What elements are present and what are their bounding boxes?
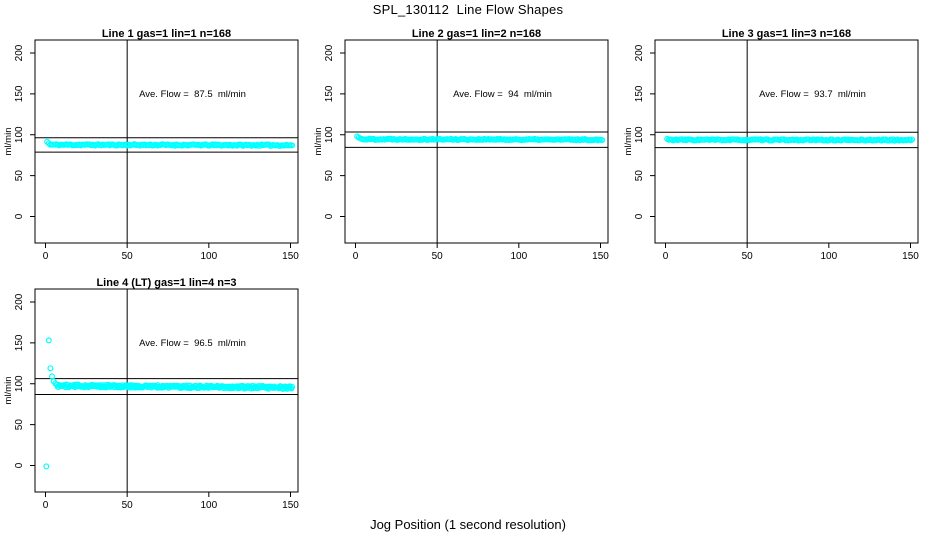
flow-data-point	[43, 463, 50, 470]
data-points	[44, 138, 296, 149]
average-flow-annotation: Ave. Flow = 96.5 ml/min	[139, 338, 246, 349]
x-tick-label: 100	[820, 251, 837, 262]
y-axis-label: ml/min	[313, 128, 324, 156]
plot-box	[34, 39, 299, 244]
panel-line-2: Line 2 gas=1 lin=2 n=168 0 50 100 150 0 50 100 1…	[312, 26, 622, 272]
panel-title: Line 4 (LT) gas=1 lin=4 n=3	[96, 277, 236, 289]
panel-plot-svg: Line 4 (LT) gas=1 lin=4 n=3 0 50 100 150 0 50 1…	[3, 277, 299, 511]
y-tick-label: 50	[14, 170, 25, 182]
y-tick-label: 150	[14, 334, 25, 351]
flow-data-point	[45, 337, 52, 344]
plot-box	[654, 39, 919, 244]
data-points	[43, 337, 296, 470]
x-tick-label: 100	[200, 251, 217, 262]
y-tick-label: 0	[634, 213, 645, 219]
y-tick-label: 100	[14, 126, 25, 143]
y-axis-label: ml/min	[623, 128, 634, 156]
panel-title: Line 2 gas=1 lin=2 n=168	[412, 28, 541, 40]
panel-plot-svg: Line 1 gas=1 lin=1 n=168 0 50 100 150 0 50 100 1…	[3, 28, 299, 262]
data-points	[664, 135, 916, 144]
panel-line-1: Line 1 gas=1 lin=1 n=168 0 50 100 150 0 50 100 1…	[2, 26, 312, 272]
x-tick-label: 150	[282, 500, 299, 511]
y-tick-label: 200	[324, 44, 335, 61]
y-axis-label: ml/min	[3, 377, 14, 405]
flow-data-point	[44, 138, 51, 145]
y-tick-label: 150	[634, 85, 645, 102]
y-tick-label: 150	[324, 85, 335, 102]
average-flow-annotation: Ave. Flow = 94 ml/min	[453, 89, 552, 100]
flow-data-point	[909, 136, 916, 143]
x-tick-label: 50	[122, 251, 134, 262]
x-tick-label: 50	[432, 251, 444, 262]
panel-line-4-lt: Line 4 (LT) gas=1 lin=4 n=3 0 50 100 150 0 50 1…	[2, 275, 312, 521]
y-tick-label: 200	[14, 293, 25, 310]
x-tick-label: 150	[592, 251, 609, 262]
panel-title: Line 3 gas=1 lin=3 n=168	[722, 28, 851, 40]
y-tick-label: 0	[14, 462, 25, 468]
x-tick-label: 150	[282, 251, 299, 262]
flow-data-point	[599, 137, 606, 144]
y-tick-label: 50	[634, 170, 645, 182]
average-flow-annotation: Ave. Flow = 87.5 ml/min	[139, 89, 246, 100]
y-tick-label: 100	[14, 375, 25, 392]
y-tick-label: 100	[634, 126, 645, 143]
x-tick-label: 0	[663, 251, 669, 262]
plot-box	[344, 39, 609, 244]
flow-data-point	[47, 365, 54, 372]
x-axis-label: Jog Position (1 second resolution)	[370, 517, 566, 532]
x-tick-label: 100	[200, 500, 217, 511]
x-tick-label: 50	[122, 500, 134, 511]
y-tick-label: 50	[14, 419, 25, 431]
y-axis-label: ml/min	[3, 128, 14, 156]
x-tick-label: 0	[43, 500, 49, 511]
y-tick-label: 0	[14, 213, 25, 219]
panel-plot-svg: Line 2 gas=1 lin=2 n=168 0 50 100 150 0 50 100 1…	[313, 28, 609, 262]
y-tick-label: 50	[324, 170, 335, 182]
panel-plot-svg: Line 3 gas=1 lin=3 n=168 0 50 100 150 0 50 100 1…	[623, 28, 919, 262]
data-points	[354, 133, 606, 144]
x-tick-label: 0	[353, 251, 359, 262]
y-tick-label: 100	[324, 126, 335, 143]
y-tick-label: 150	[14, 85, 25, 102]
average-flow-annotation: Ave. Flow = 93.7 ml/min	[759, 89, 866, 100]
x-tick-label: 100	[510, 251, 527, 262]
x-tick-label: 150	[902, 251, 919, 262]
y-tick-label: 200	[634, 44, 645, 61]
flow-data-point	[289, 383, 296, 390]
y-tick-label: 0	[324, 213, 335, 219]
y-tick-label: 200	[14, 44, 25, 61]
main-title: SPL_130112 Line Flow Shapes	[372, 2, 564, 17]
plot-box	[34, 288, 299, 493]
x-tick-label: 0	[43, 251, 49, 262]
flow-data-point	[49, 373, 56, 380]
panel-line-3: Line 3 gas=1 lin=3 n=168 0 50 100 150 0 50 100 1…	[622, 26, 932, 272]
flow-data-point	[289, 142, 296, 149]
x-tick-label: 50	[742, 251, 754, 262]
panel-title: Line 1 gas=1 lin=1 n=168	[102, 28, 231, 40]
